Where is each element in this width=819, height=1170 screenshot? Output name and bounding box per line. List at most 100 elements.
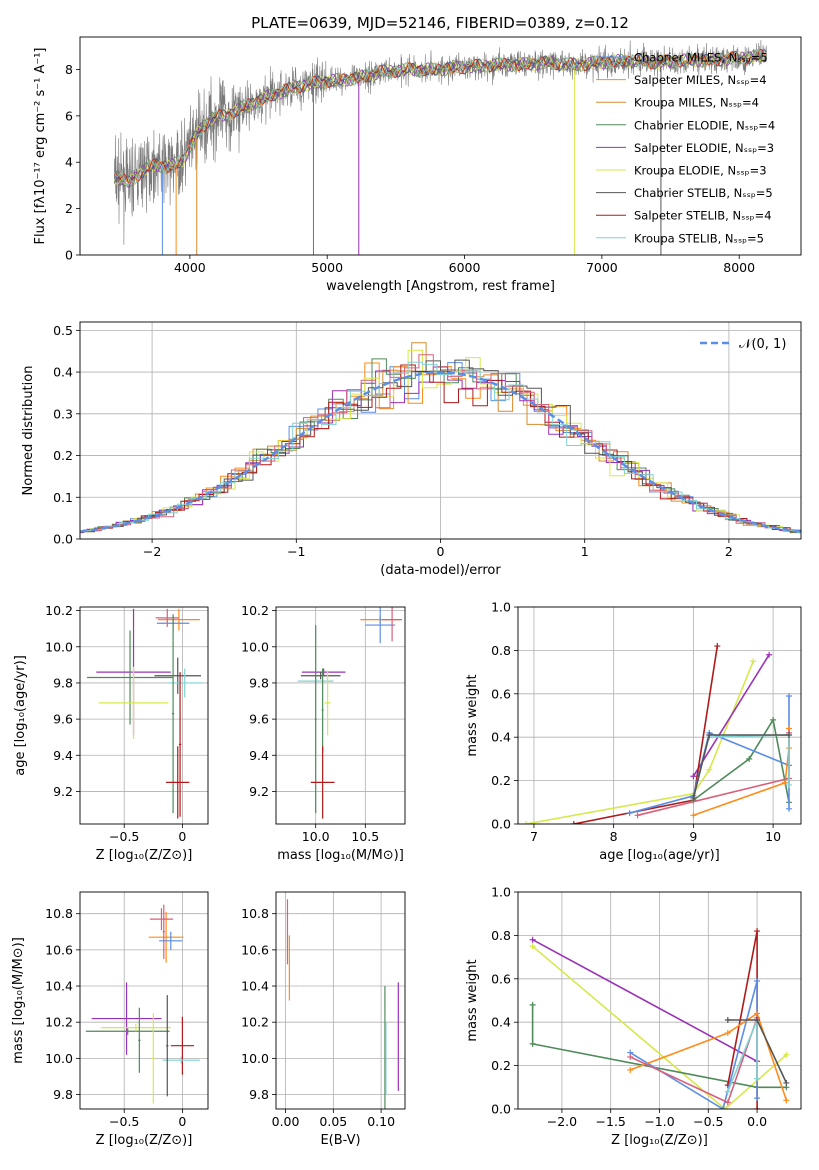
x-tick-label: 9 <box>689 829 697 844</box>
spectrum-panel: 4000 5000 6000 7000 8000 0 2 4 6 8 wavelength [Ang… <box>33 36 802 294</box>
weight-point-marker <box>786 732 793 739</box>
x-tick-label: 10.5 <box>351 829 379 844</box>
y-tick-label: 9.6 <box>53 712 73 727</box>
y-tick-label: 10.0 <box>241 1051 269 1066</box>
y-axis-label: mass weight <box>465 674 480 756</box>
y-tick-label: 9.2 <box>249 784 269 799</box>
weight-point-marker <box>529 943 536 950</box>
legend-label: 𝒩(0, 1) <box>739 337 786 352</box>
x-tick-label: 0.0 <box>747 1114 767 1129</box>
weight-series-line <box>692 654 770 777</box>
x-tick-label: 10 <box>765 829 781 844</box>
grid <box>518 891 801 1110</box>
ticks: 4000 5000 6000 7000 8000 0 2 4 6 8 <box>65 62 755 275</box>
weight-series-line <box>573 645 719 824</box>
axes-box <box>79 891 209 1110</box>
y-axis-label: age [log₁₀(age/yr)] <box>13 655 28 776</box>
errorbar-point <box>166 746 190 819</box>
legend-label: Kroupa STELIB, Nₛₛₚ=5 <box>634 231 764 245</box>
weight-point-marker <box>782 779 789 786</box>
axes-frame <box>275 606 406 825</box>
weight-point-marker <box>783 1097 790 1104</box>
x-tick-label: 8 <box>610 829 618 844</box>
y-tick-label: 2 <box>65 201 73 216</box>
y-tick-label: 0.6 <box>491 686 511 701</box>
y-tick-label: 0.4 <box>491 1015 511 1030</box>
model-spectrum-line <box>113 48 767 187</box>
errorbar-point <box>321 668 324 752</box>
y-tick-label: 0.0 <box>53 532 73 547</box>
errorbar-point <box>85 1027 170 1035</box>
axes-box <box>275 891 406 1110</box>
y-tick-label: 0.4 <box>491 730 511 745</box>
x-axis-label: Z [log₁₀(Z/Z⊙)] <box>96 848 193 863</box>
weight-series-line <box>532 938 758 1063</box>
y-tick-label: 9.2 <box>53 784 73 799</box>
plot-area <box>286 899 399 1109</box>
weight-point-marker <box>724 1017 731 1024</box>
plot-area <box>86 608 203 819</box>
weight-point-marker <box>724 1099 731 1106</box>
model-spectrum-line <box>113 51 767 188</box>
errorbar-point <box>171 614 175 814</box>
x-tick-label: 0 <box>178 1114 186 1129</box>
errorbar-point <box>365 607 396 644</box>
axes-frame <box>79 606 209 825</box>
weight-series-line <box>629 1012 788 1101</box>
x-tick-label: 5000 <box>311 260 343 275</box>
x-tick-label: 0.05 <box>319 1114 347 1129</box>
y-tick-label: 0.8 <box>491 643 511 658</box>
errorbar-point <box>166 995 169 1097</box>
weight-point-marker <box>724 1088 731 1095</box>
weight-point-marker <box>750 658 757 665</box>
axes-frame <box>517 606 802 825</box>
ticks: −0.5 0 9.8 10.0 10.2 10.4 10.6 10.8 <box>45 906 186 1129</box>
weight-point-marker <box>690 773 697 780</box>
ticks: 10.0 10.5 9.2 9.4 9.6 9.8 10.0 10.2 <box>241 603 379 844</box>
y-tick-label: 6 <box>65 108 73 123</box>
x-tick-label: 0.10 <box>367 1114 395 1129</box>
figure-title: PLATE=0639, MJD=52146, FIBERID=0389, z=0… <box>251 14 629 32</box>
weight-point-marker <box>529 1001 536 1008</box>
y-tick-label: 10.2 <box>45 603 73 618</box>
x-tick-label: −2.0 <box>547 1114 577 1129</box>
weight-point-marker <box>690 794 697 801</box>
weight-point-marker <box>754 1075 761 1082</box>
weight-point-marker <box>634 812 641 819</box>
y-tick-label: 9.8 <box>249 675 269 690</box>
grid <box>276 607 405 824</box>
errorbar-point <box>138 1007 141 1073</box>
x-tick-label: 1 <box>581 544 589 559</box>
errorbar-point <box>178 672 182 817</box>
x-tick-label: 6000 <box>449 260 481 275</box>
errorbar-point <box>148 911 184 963</box>
x-tick-label: −2 <box>143 544 161 559</box>
weight-point-marker <box>626 810 633 817</box>
y-tick-label: 8 <box>65 62 73 77</box>
weight-point-marker <box>754 1017 761 1024</box>
y-tick-label: 10.4 <box>45 979 73 994</box>
grid <box>80 607 208 824</box>
weight-point-marker <box>714 643 721 650</box>
errorbar-point <box>324 670 331 736</box>
x-tick-label: 8000 <box>723 260 755 275</box>
model-spectrum-line <box>114 48 767 184</box>
x-tick-label: 7000 <box>586 260 618 275</box>
x-axis-label: wavelength [Angstrom, rest frame] <box>326 279 555 294</box>
y-tick-label: 1.0 <box>491 600 511 615</box>
residual-histogram-panel: −2 −1 0 1 2 0.0 0.1 0.2 0.3 0.4 0.5 (data-model)/er… <box>21 321 802 578</box>
errorbar-point <box>91 982 162 1055</box>
errorbar-point <box>310 746 335 819</box>
errorbar-point <box>152 1013 155 1104</box>
y-tick-label: 10.2 <box>241 603 269 618</box>
axes-frame <box>275 891 406 1110</box>
y-tick-label: 10.4 <box>241 979 269 994</box>
x-tick-label: 10.0 <box>302 829 330 844</box>
y-tick-label: 0.0 <box>491 817 511 832</box>
plot-area <box>529 928 790 1109</box>
x-tick-label: 2 <box>725 544 733 559</box>
weight-point-marker <box>786 692 793 699</box>
weight-series-line <box>692 717 790 803</box>
errorbar-point <box>155 608 179 627</box>
weight-point-marker <box>627 1066 634 1073</box>
